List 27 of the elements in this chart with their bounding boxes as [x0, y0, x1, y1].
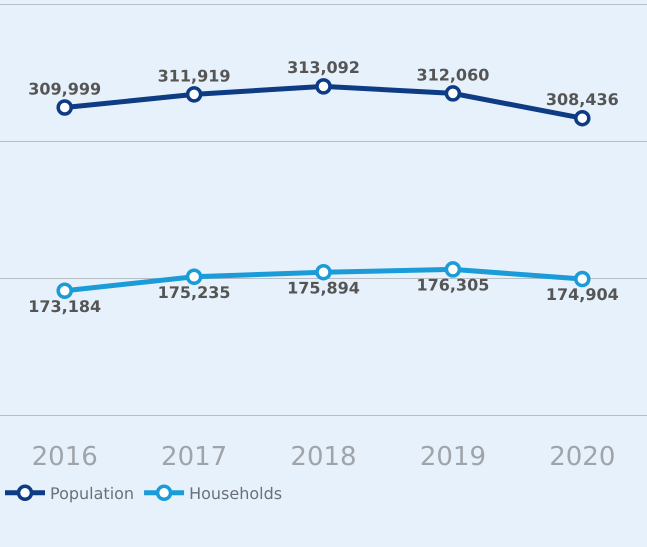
data-label: 173,184 [28, 296, 102, 316]
point [186, 268, 202, 285]
x-tick-label: 2016 [32, 442, 98, 472]
x-tick-label: 2018 [290, 442, 357, 472]
data-label: 175,894 [287, 278, 360, 298]
data-label: 309,999 [28, 79, 102, 98]
x-tick-label: 2020 [549, 442, 616, 472]
point [56, 282, 73, 299]
legend-label: Population [50, 484, 134, 504]
point [444, 261, 462, 278]
point [186, 86, 202, 103]
data-label: 308,436 [546, 90, 619, 110]
data-label: 313,092 [287, 58, 360, 78]
point [56, 99, 73, 116]
point [315, 78, 332, 95]
point [444, 85, 462, 102]
data-label: 312,060 [416, 65, 490, 84]
x-tick-label: 2019 [420, 442, 486, 472]
data-label: 174,904 [546, 285, 619, 304]
data-label: 176,305 [416, 276, 490, 295]
x-tick-label: 2017 [161, 442, 228, 472]
point [574, 110, 591, 126]
data-label: 311,919 [158, 66, 231, 86]
point [315, 264, 332, 280]
data-label: 175,235 [158, 282, 231, 302]
legend-label: Households [189, 484, 282, 504]
point [574, 270, 591, 288]
